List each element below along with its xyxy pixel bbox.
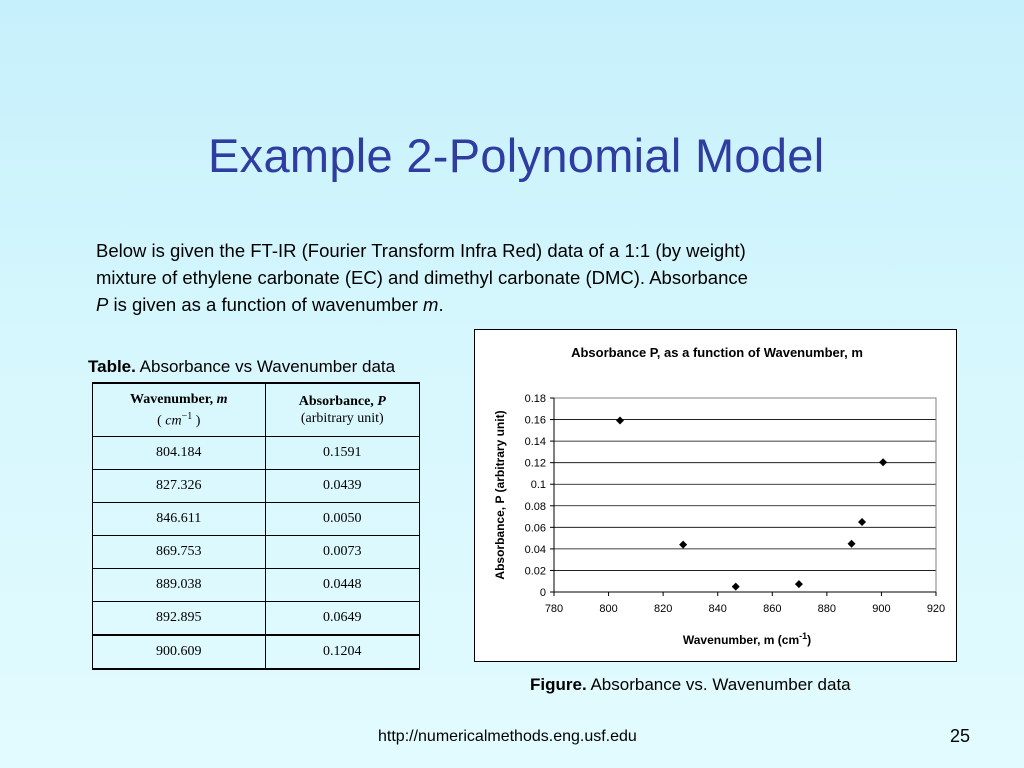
col-absorbance-header: Absorbance, P (arbitrary unit) <box>264 382 421 437</box>
figure-caption: Figure. Absorbance vs. Wavenumber data <box>530 675 851 695</box>
absorbance-cell: 0.1204 <box>264 634 421 670</box>
table-caption: Table. Absorbance vs Wavenumber data <box>88 357 395 377</box>
x-tick-label: 820 <box>654 603 672 615</box>
table-row: 804.184 0.1591 <box>92 436 421 470</box>
wavenumber-cell: 892.895 <box>92 601 266 636</box>
x-tick-label: 780 <box>545 603 563 615</box>
intro-line-1: Below is given the FT-IR (Fourier Transf… <box>96 240 746 261</box>
wavenumber-cell: 827.326 <box>92 469 266 503</box>
wavenumber-cell: 889.038 <box>92 568 266 602</box>
col-wavenumber-header: Wavenumber, m ( cm−1 ) <box>92 382 266 437</box>
x-tick-label: 900 <box>872 603 890 615</box>
absorbance-cell: 0.0448 <box>264 568 421 602</box>
absorbance-cell: 0.1591 <box>264 436 421 470</box>
table-row: 869.753 0.0073 <box>92 535 421 569</box>
figure-caption-label: Figure. <box>530 675 587 694</box>
y-tick-label: 0 <box>540 587 546 599</box>
intro-line-3: P is given as a function of wavenumber m… <box>96 291 926 318</box>
table-row: 892.895 0.0649 <box>92 601 421 636</box>
table-header-row: Wavenumber, m ( cm−1 ) Absorbance, P (ar… <box>92 382 421 437</box>
wavenumber-cell: 900.609 <box>92 634 266 670</box>
y-axis-label: Absorbance, P (arbitrary unit) <box>493 410 507 579</box>
plot-area <box>553 397 937 593</box>
chart-title: Absorbance P, as a function of Wavenumbe… <box>571 345 863 360</box>
y-tick-label: 0.02 <box>525 565 546 577</box>
intro-line-2: mixture of ethylene carbonate (EC) and d… <box>96 267 748 288</box>
scatter-chart: Absorbance P, as a function of Wavenumbe… <box>493 345 945 647</box>
col1-var: m <box>216 391 228 407</box>
data-point <box>847 539 856 548</box>
col1-unit-exp: −1 <box>181 410 193 422</box>
table-caption-label: Table. <box>88 357 136 376</box>
data-point <box>615 416 624 425</box>
y-tick-label: 0.18 <box>525 393 546 405</box>
data-point <box>731 582 740 591</box>
col1-unit-base: cm <box>165 413 182 429</box>
absorbance-table: Wavenumber, m ( cm−1 ) Absorbance, P (ar… <box>92 382 421 670</box>
data-point <box>858 518 867 527</box>
x-tick-label: 880 <box>818 603 836 615</box>
data-point <box>679 540 688 549</box>
intro-var-m: m <box>423 294 439 315</box>
chart-frame: Absorbance P, as a function of Wavenumbe… <box>474 329 957 662</box>
y-tick-label: 0.1 <box>531 479 546 491</box>
data-point <box>879 458 888 467</box>
figure-caption-text: Absorbance vs. Wavenumber data <box>586 675 851 694</box>
intro-paragraph: Below is given the FT-IR (Fourier Transf… <box>96 237 926 318</box>
page-number: 25 <box>950 726 971 746</box>
y-tick-label: 0.12 <box>525 458 546 470</box>
slide-title: Example 2-Polynomial Model <box>208 129 825 182</box>
y-tick-label: 0.16 <box>525 415 546 427</box>
table-caption-text: Absorbance vs Wavenumber data <box>135 357 396 376</box>
table-row: 900.609 0.1204 <box>92 634 421 670</box>
wavenumber-cell: 804.184 <box>92 436 266 470</box>
intro-line-3-mid: is given as a function of wavenumber <box>108 294 424 315</box>
intro-var-p: P <box>96 294 109 315</box>
data-point <box>794 580 803 589</box>
table-row: 889.038 0.0448 <box>92 568 421 602</box>
y-tick-label: 0.08 <box>525 501 546 513</box>
wavenumber-cell: 869.753 <box>92 535 266 569</box>
x-tick-label: 920 <box>927 603 945 615</box>
intro-line-3-end: . <box>438 294 444 315</box>
table-row: 827.326 0.0439 <box>92 469 421 503</box>
col2-var: P <box>377 394 386 409</box>
y-tick-label: 0.14 <box>525 436 546 448</box>
y-tick-label: 0.06 <box>525 522 546 534</box>
absorbance-cell: 0.0073 <box>264 535 421 569</box>
wavenumber-cell: 846.611 <box>92 502 266 536</box>
absorbance-cell: 0.0649 <box>264 601 421 636</box>
x-axis-label: Wavenumber, m (cm-1) <box>683 631 811 647</box>
absorbance-cell: 0.0439 <box>264 469 421 503</box>
table-row: 846.611 0.0050 <box>92 502 421 536</box>
x-tick-label: 860 <box>763 603 781 615</box>
x-tick-label: 800 <box>599 603 617 615</box>
absorbance-cell: 0.0050 <box>264 502 421 536</box>
footer-url[interactable]: http://numericalmethods.eng.usf.edu <box>378 728 637 745</box>
col2-unit: (arbitrary unit) <box>300 411 384 426</box>
y-tick-label: 0.04 <box>525 544 546 556</box>
x-tick-label: 840 <box>709 603 727 615</box>
